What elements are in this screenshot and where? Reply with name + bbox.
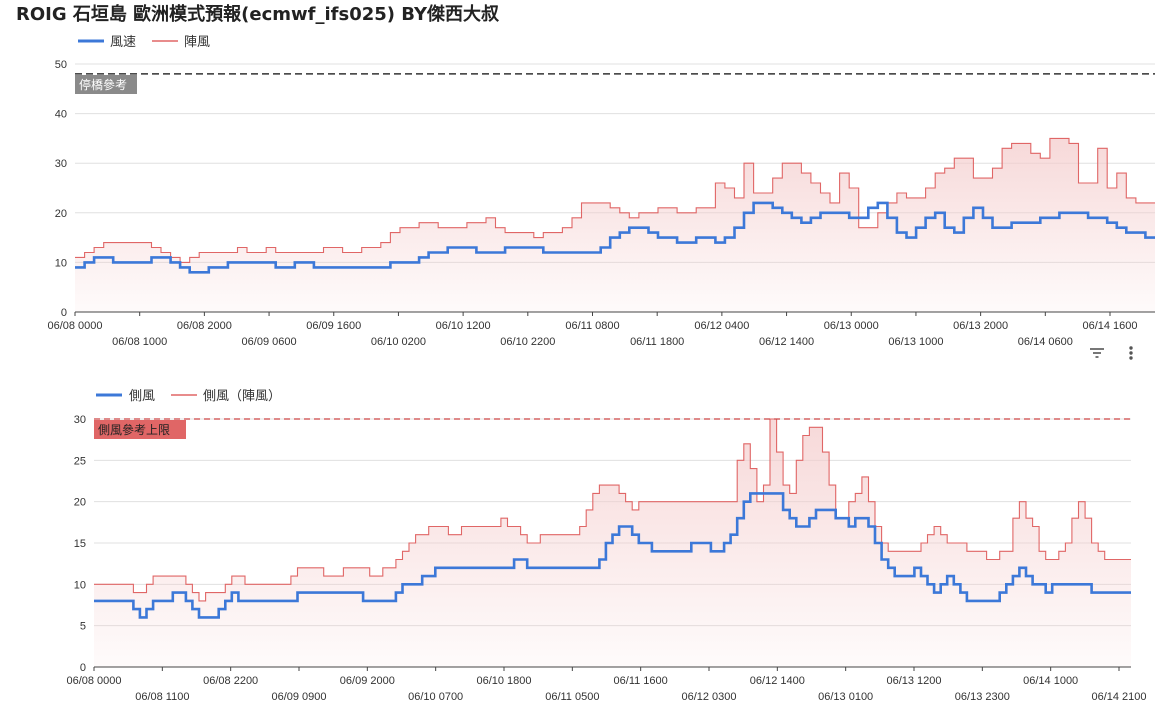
annotation-label: 停橋參考 — [79, 77, 127, 92]
x-tick-label: 06/09 2000 — [340, 675, 395, 687]
chart2-y-axis: 0 5 10 15 20 25 30 — [74, 414, 86, 674]
chart1-y-axis: 0 10 20 30 40 50 — [55, 59, 67, 319]
x-tick-label: 06/11 1800 — [630, 336, 684, 348]
page-title: ROIG 石垣島 歐洲模式預報(ecmwf_ifs025) BY傑西大叔 — [16, 4, 500, 25]
y-tick-label: 50 — [55, 59, 67, 71]
y-tick-label: 0 — [80, 662, 86, 674]
y-tick-label: 15 — [74, 538, 86, 550]
x-tick-label: 06/10 1800 — [476, 675, 531, 687]
y-tick-label: 40 — [55, 109, 67, 121]
y-tick-label: 30 — [74, 414, 86, 426]
crosswind-gust-line — [94, 418, 1131, 602]
x-tick-label: 06/08 0000 — [47, 320, 102, 332]
more-options-button[interactable] — [1120, 342, 1142, 364]
chart2-legend[interactable]: 側風 側風（陣風） — [96, 389, 281, 404]
x-tick-label: 06/11 0800 — [565, 320, 619, 332]
legend-label-wind-speed: 風速 — [110, 35, 136, 50]
x-tick-label: 06/10 2200 — [500, 336, 555, 348]
x-tick-label: 06/09 0600 — [242, 336, 297, 348]
chart1-x-axis: 06/08 0000 06/08 1000 06/08 2000 06/09 0600… — [47, 312, 1138, 348]
annotation-badge — [75, 75, 137, 94]
filter-button[interactable] — [1086, 342, 1108, 364]
x-tick-label: 06/14 0600 — [1018, 336, 1073, 348]
x-tick-label: 06/08 0000 — [66, 675, 121, 687]
wind-speed-chart: 風速 陣風 0 10 20 30 40 50 停橋參考 06/08 0000 06/08 1… — [47, 35, 1155, 348]
x-tick-label: 06/13 1000 — [888, 336, 943, 348]
y-tick-label: 10 — [55, 257, 67, 269]
crosswind-limit-annotation: 側風參考上限 — [94, 420, 186, 439]
x-tick-label: 06/12 1400 — [750, 675, 805, 687]
x-tick-label: 06/10 1200 — [436, 320, 491, 332]
y-tick-label: 0 — [61, 307, 67, 319]
filter-icon — [1090, 348, 1104, 358]
x-tick-label: 06/13 2300 — [955, 691, 1010, 703]
legend-label-crosswind: 側風 — [129, 389, 155, 404]
crosswind-chart: 側風 側風（陣風） 0 5 10 15 20 25 30 側風參考上限 06/08 0000… — [66, 389, 1146, 703]
x-tick-label: 06/13 0000 — [824, 320, 879, 332]
x-tick-label: 06/09 0900 — [271, 691, 326, 703]
x-tick-label: 06/08 1000 — [112, 336, 167, 348]
x-tick-label: 06/12 0400 — [694, 320, 749, 332]
x-tick-label: 06/12 0300 — [681, 691, 736, 703]
x-tick-label: 06/13 2000 — [953, 320, 1008, 332]
x-tick-label: 06/11 0500 — [545, 691, 599, 703]
y-tick-label: 20 — [74, 497, 86, 509]
x-tick-label: 06/14 2100 — [1091, 691, 1146, 703]
x-tick-label: 06/12 1400 — [759, 336, 814, 348]
legend-label-crosswind-gust: 側風（陣風） — [203, 389, 281, 404]
crosswind-line — [94, 492, 1131, 619]
chart1-legend[interactable]: 風速 陣風 — [78, 35, 210, 50]
chart-toolbar — [1086, 342, 1146, 366]
y-tick-label: 20 — [55, 208, 67, 220]
x-tick-label: 06/14 1600 — [1082, 320, 1137, 332]
annotation-label: 側風參考上限 — [98, 422, 170, 437]
wind-speed-line — [75, 201, 1155, 274]
x-tick-label: 06/13 0100 — [818, 691, 873, 703]
x-tick-label: 06/13 1200 — [886, 675, 941, 687]
bridge-stop-annotation: 停橋參考 — [75, 75, 137, 94]
x-tick-label: 06/10 0200 — [371, 336, 426, 348]
y-tick-label: 5 — [80, 621, 86, 633]
x-tick-label: 06/14 1000 — [1023, 675, 1078, 687]
y-tick-label: 25 — [74, 455, 86, 467]
x-tick-label: 06/08 2200 — [203, 675, 258, 687]
x-tick-label: 06/10 0700 — [408, 691, 463, 703]
x-tick-label: 06/08 1100 — [135, 691, 189, 703]
y-tick-label: 30 — [55, 158, 67, 170]
annotation-badge — [94, 420, 186, 439]
x-tick-label: 06/11 1600 — [614, 675, 668, 687]
x-tick-label: 06/09 1600 — [306, 320, 361, 332]
gust-line — [75, 137, 1155, 263]
chart2-x-axis: 06/08 0000 06/08 1100 06/08 2200 06/09 0900… — [66, 667, 1147, 703]
y-tick-label: 10 — [74, 579, 86, 591]
legend-label-gust: 陣風 — [184, 35, 210, 50]
x-tick-label: 06/08 2000 — [177, 320, 232, 332]
more-vert-icon — [1129, 346, 1133, 360]
